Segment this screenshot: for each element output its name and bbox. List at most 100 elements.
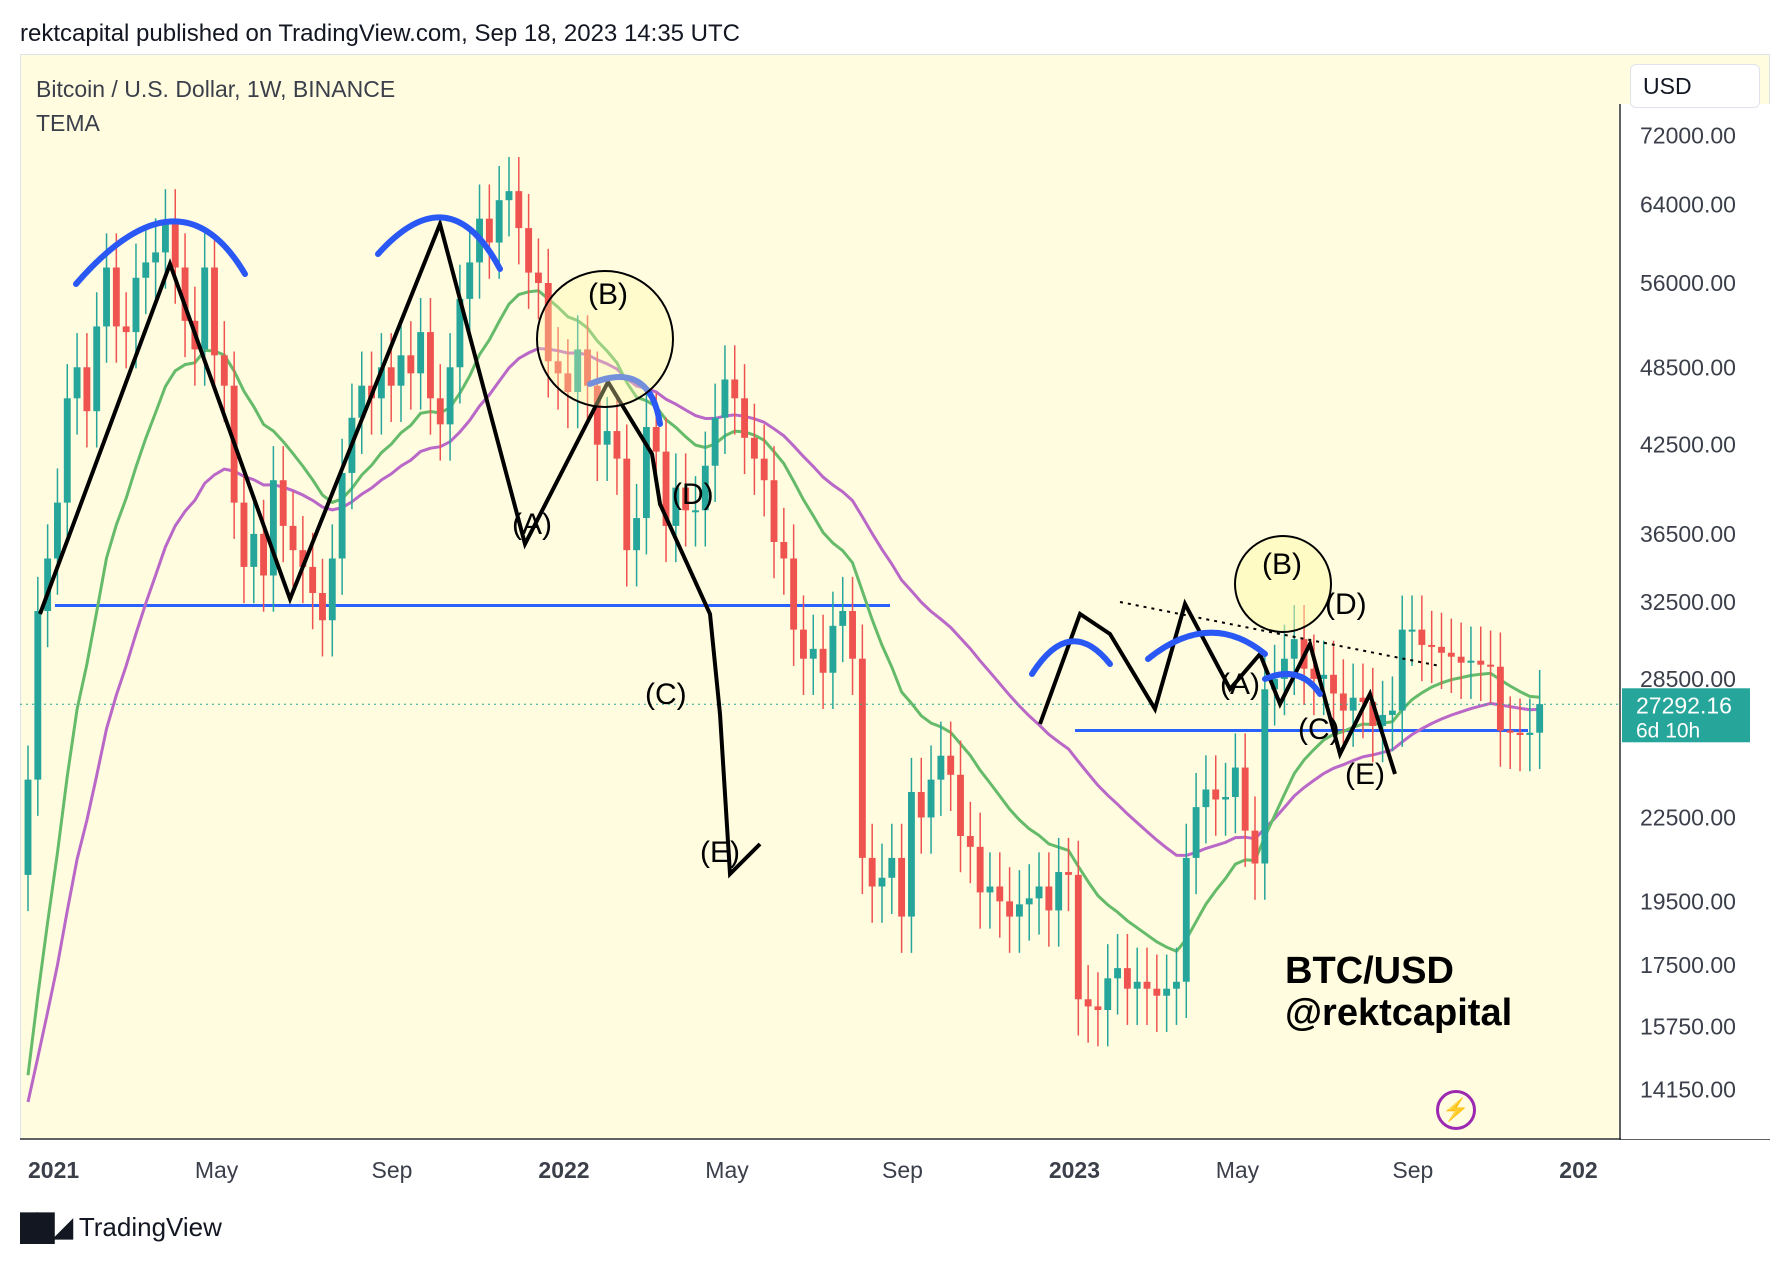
time-tick-label: May	[705, 1157, 749, 1183]
candle-body	[662, 451, 670, 526]
candle-body	[1231, 767, 1239, 797]
candle-body	[1251, 830, 1259, 864]
candle-body	[358, 385, 366, 418]
symbol-legend[interactable]: Bitcoin / U.S. Dollar, 1W, BINANCE	[36, 76, 396, 102]
candle-body	[1222, 796, 1229, 800]
candle-body	[564, 373, 572, 392]
candle-body	[54, 502, 61, 559]
price-tick-label: 17500.00	[1640, 952, 1736, 978]
candle-body	[1428, 644, 1436, 647]
time-tick-label: May	[195, 1157, 239, 1183]
candle-body	[701, 465, 709, 511]
wave-label: (E)	[1345, 758, 1385, 791]
wave-zigzag-first	[38, 217, 762, 879]
wave-label: (B)	[1262, 548, 1302, 581]
candle-body	[1408, 629, 1416, 632]
candle-body	[220, 355, 228, 386]
candle-body	[1084, 999, 1092, 1007]
candle-body	[947, 755, 955, 775]
time-tick-label: 202	[1559, 1157, 1597, 1183]
price-chart[interactable]: 72000.00 64000.00 56000.00 48500.00 42500.00…	[20, 54, 1770, 1194]
candle-body	[966, 835, 974, 847]
candle-body	[888, 857, 896, 878]
candle-body	[1241, 767, 1249, 831]
candle-body	[1045, 886, 1053, 911]
candle-body	[1359, 697, 1367, 702]
candle-body	[1065, 872, 1072, 875]
candle-body	[534, 272, 542, 283]
top-arc-annotation	[1145, 629, 1268, 662]
time-tick-label: Sep	[1392, 1157, 1433, 1183]
candle-body	[986, 886, 994, 893]
top-arc-annotation	[73, 218, 248, 287]
candle-body	[83, 367, 91, 412]
candle-body	[1025, 898, 1033, 905]
candle-body	[1212, 789, 1220, 800]
candle-body	[260, 533, 268, 576]
candle-body	[927, 779, 935, 818]
candle-body	[142, 262, 150, 278]
price-axis-bg	[1621, 104, 1770, 1139]
time-tick-label: 2022	[538, 1157, 589, 1183]
candle-body	[809, 648, 817, 659]
candle-body	[731, 379, 739, 399]
candle-body	[849, 611, 856, 659]
time-tick-label: Sep	[372, 1157, 413, 1183]
candle-body	[584, 349, 591, 386]
candle-body	[466, 262, 474, 299]
indicator-legend[interactable]: TEMA	[36, 110, 100, 136]
candle-body	[1477, 660, 1485, 665]
currency-selector[interactable]: USD	[1630, 64, 1760, 108]
wave-label: (A)	[512, 508, 552, 541]
lightning-icon[interactable]: ⚡	[1436, 1090, 1476, 1130]
candle-body	[1339, 693, 1347, 711]
time-tick-label: May	[1216, 1157, 1260, 1183]
wave-label: (D)	[672, 478, 714, 511]
candle-body	[603, 431, 611, 445]
candle-body	[446, 367, 454, 425]
candle-body	[1330, 674, 1337, 694]
candle-body	[1310, 668, 1318, 679]
watermark-author: @rektcapital	[1285, 992, 1513, 1034]
footer-logo-text[interactable]: TradingView	[78, 1212, 222, 1242]
candle-body	[623, 458, 631, 551]
wave-label: (C)	[645, 678, 687, 711]
tradingview-logo-icon[interactable]: ██◢	[20, 1212, 73, 1242]
candle-body	[574, 349, 582, 392]
wave-label: (B)	[588, 278, 628, 311]
candle-body	[24, 779, 32, 875]
candle-body	[878, 877, 886, 887]
candle-body	[1173, 981, 1180, 989]
price-tick-label: 14150.00	[1640, 1076, 1736, 1102]
candle-body	[407, 355, 415, 374]
candle-body	[770, 480, 778, 542]
candle-body	[319, 592, 326, 621]
price-tick-label: 32500.00	[1640, 589, 1736, 615]
price-tick-label: 48500.00	[1640, 354, 1736, 380]
candle-body	[269, 480, 277, 576]
candle-body	[93, 326, 101, 412]
price-tick-label: 56000.00	[1640, 270, 1736, 296]
candle-body	[1015, 904, 1023, 917]
candle-body	[1143, 981, 1151, 989]
candle-body	[171, 223, 179, 268]
candle-body	[1290, 639, 1298, 659]
candle-body	[112, 267, 120, 327]
candle-body	[73, 367, 81, 399]
candle-body	[525, 228, 533, 273]
watermark-pair: BTC/USD	[1285, 950, 1454, 992]
candle-body	[44, 558, 52, 612]
candle-body	[1369, 701, 1377, 726]
candle-body	[309, 566, 317, 593]
candle-body	[1133, 981, 1141, 989]
candle-body	[1163, 988, 1171, 996]
wave-zigzag-second	[1038, 598, 1397, 775]
wave-label: (D)	[1325, 588, 1367, 621]
candle-body	[34, 611, 42, 780]
candle-body	[417, 332, 425, 374]
candle-body	[495, 200, 503, 243]
price-tick-label: 42500.00	[1640, 432, 1736, 458]
candle-body	[1438, 646, 1445, 653]
price-tick-label: 64000.00	[1640, 192, 1736, 218]
candle-body	[1006, 901, 1014, 917]
